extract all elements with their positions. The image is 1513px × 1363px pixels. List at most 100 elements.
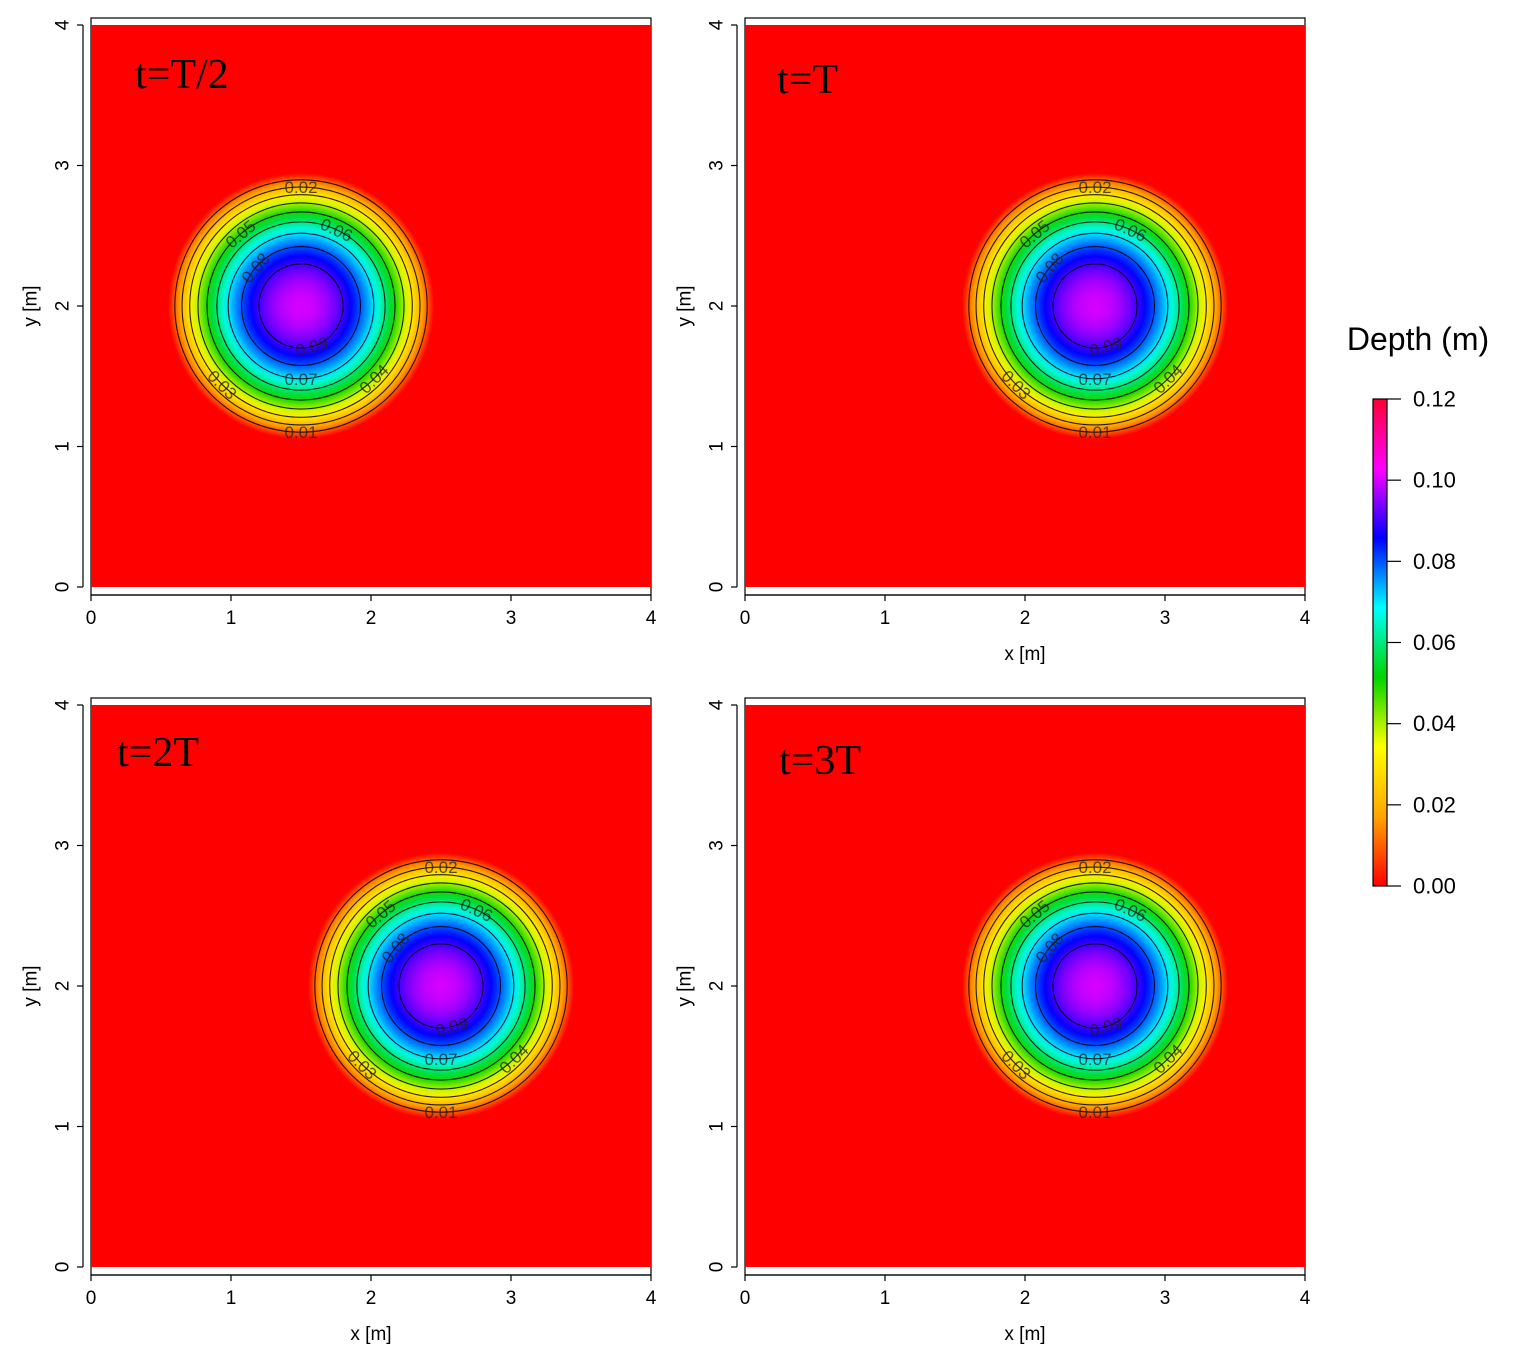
contour-line (1021, 232, 1169, 380)
contour-line (991, 202, 1199, 410)
panel-1: 0.010.020.03 0.040.05 0.060.070.080.090 1 2 3… (21, 17, 657, 629)
y-tick-label: 3 (53, 840, 74, 851)
contour-label: 0.02 (1078, 858, 1111, 877)
contour-line (1034, 245, 1156, 367)
contour-line (1010, 221, 1180, 391)
y-tick-label: 0 (707, 582, 728, 593)
contour-line (346, 891, 536, 1081)
contour-label: 0.01 (284, 423, 317, 442)
contour-line (975, 866, 1215, 1106)
contour-line (975, 186, 1215, 426)
colorbar-tick-label: 0.10 (1413, 468, 1456, 493)
colorbar-tick-label: 0.06 (1413, 630, 1456, 655)
panel-title: t=3T (779, 738, 861, 784)
contour-line (983, 194, 1207, 418)
y-tick-label: 4 (707, 19, 728, 30)
y-tick-label: 1 (53, 441, 74, 452)
contour-line (337, 882, 545, 1090)
colorbar-tick-label: 0.08 (1413, 549, 1456, 574)
contour-line (1052, 263, 1138, 349)
y-tick-label: 1 (707, 441, 728, 452)
x-tick-label: 1 (226, 1288, 237, 1309)
x-axis-label: x [m] (1004, 1324, 1045, 1345)
x-tick-label: 0 (740, 608, 751, 629)
y-tick-label: 3 (707, 840, 728, 851)
x-tick-label: 4 (1300, 608, 1311, 629)
contour-label: 0.01 (1078, 1103, 1111, 1122)
panel-title: t=T (777, 57, 838, 103)
x-tick-label: 2 (366, 1288, 377, 1309)
contour-line (174, 179, 428, 433)
x-tick-label: 0 (86, 1288, 97, 1309)
contour-line (1034, 925, 1156, 1047)
colorbar-tick-label: 0.12 (1413, 387, 1456, 412)
contour-line (181, 186, 421, 426)
contour-line (991, 882, 1199, 1090)
contour-label: 0.07 (284, 370, 317, 389)
depth-hump (962, 173, 1228, 439)
x-tick-label: 1 (226, 608, 237, 629)
x-tick-label: 0 (86, 608, 97, 629)
x-tick-label: 4 (1300, 1288, 1311, 1309)
contour-label: 0.02 (1078, 178, 1111, 197)
x-tick-label: 1 (880, 1288, 891, 1309)
depth-colorbar: Depth (m) 0.00 0.02 0.04 0.06 0.08 0.10 0.12 (1347, 321, 1489, 899)
contour-line (968, 179, 1222, 433)
contour-line (240, 245, 362, 367)
y-axis-label: y [m] (675, 965, 696, 1006)
y-tick-label: 4 (53, 19, 74, 30)
contour-line (367, 912, 515, 1060)
x-tick-label: 2 (1020, 1288, 1031, 1309)
contour-label: 0.02 (284, 178, 317, 197)
depth-hump (308, 853, 574, 1119)
contour-label: 0.07 (1078, 370, 1111, 389)
y-tick-label: 2 (707, 301, 728, 312)
y-axis-label: y [m] (675, 285, 696, 326)
colorbar-tick-label: 0.00 (1413, 874, 1456, 899)
depth-hump (962, 853, 1228, 1119)
y-tick-label: 1 (53, 1121, 74, 1132)
y-tick-label: 3 (707, 160, 728, 171)
panel-title: t=2T (117, 730, 199, 776)
y-tick-label: 0 (53, 582, 74, 593)
contour-line (1052, 943, 1138, 1029)
panel-4: 0.010.020.03 0.040.05 0.060.070.080.090 1 2 3… (675, 697, 1311, 1345)
x-tick-label: 1 (880, 608, 891, 629)
contour-label: 0.07 (1078, 1050, 1111, 1069)
contour-line (321, 866, 561, 1106)
x-tick-label: 4 (646, 1288, 657, 1309)
contour-line (197, 202, 405, 410)
x-tick-label: 3 (1160, 608, 1171, 629)
contour-line (968, 859, 1222, 1113)
y-tick-label: 2 (53, 301, 74, 312)
contour-label: 0.07 (424, 1050, 457, 1069)
colorbar-tick-label: 0.02 (1413, 792, 1456, 817)
x-tick-label: 4 (646, 608, 657, 629)
depth-hump (168, 173, 434, 439)
contour-line (206, 211, 396, 401)
colorbar-tick-label: 0.04 (1413, 711, 1456, 736)
y-axis-label: y [m] (21, 965, 42, 1006)
y-axis-label: y [m] (21, 285, 42, 326)
y-tick-label: 3 (53, 160, 74, 171)
contour-line (1010, 901, 1180, 1071)
y-tick-label: 4 (707, 699, 728, 710)
contour-line (398, 943, 484, 1029)
contour-line (329, 874, 553, 1098)
contour-label: 0.01 (424, 1103, 457, 1122)
contour-line (314, 859, 568, 1113)
x-axis-label: x [m] (1004, 644, 1045, 665)
x-axis-label: x [m] (350, 1324, 391, 1345)
contour-line (1000, 891, 1190, 1081)
x-tick-label: 0 (740, 1288, 751, 1309)
contour-line (216, 221, 386, 391)
x-tick-label: 3 (506, 608, 517, 629)
y-tick-label: 0 (53, 1262, 74, 1273)
contour-line (1000, 211, 1190, 401)
x-tick-label: 2 (1020, 608, 1031, 629)
panel-2: 0.010.020.03 0.040.05 0.060.070.080.090 1 2 3… (675, 17, 1311, 665)
contour-label: 0.01 (1078, 423, 1111, 442)
panel-3: 0.010.020.03 0.040.05 0.060.070.080.090 1 2 3… (21, 697, 657, 1345)
y-tick-label: 4 (53, 699, 74, 710)
